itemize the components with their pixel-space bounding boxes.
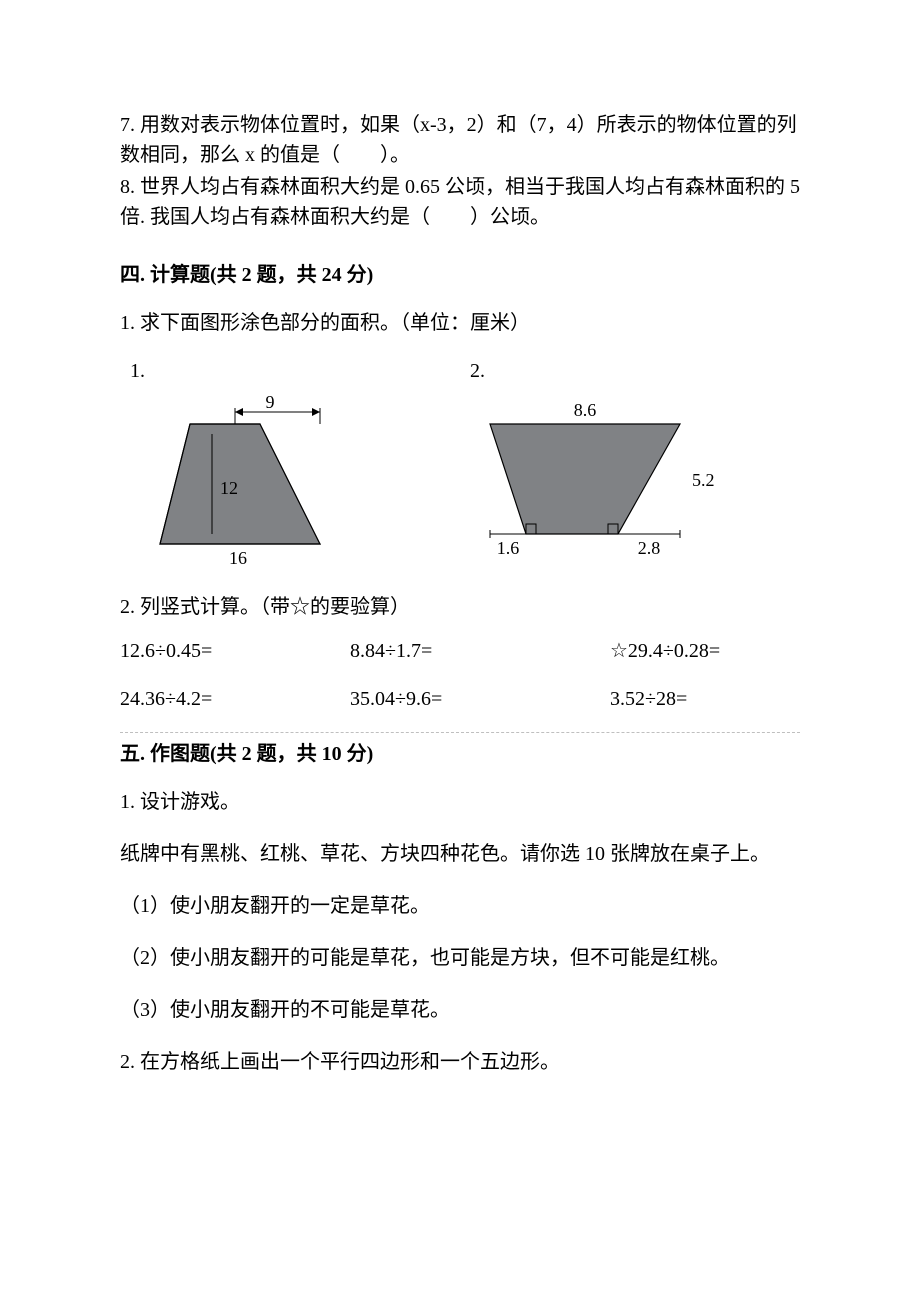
q3-item-7: 7. 用数对表示物体位置时，如果（x-3，2）和（7，4）所表示的物体位置的列数… [120, 110, 800, 170]
fig2-diagram: 1.6 2.8 8.6 5.2 [460, 394, 720, 564]
section-5-heading: 五. 作图题(共 2 题，共 10 分) [120, 739, 800, 769]
eq-r2-c: 3.52÷28= [610, 684, 810, 714]
s4-q1-figures: 1. 9 12 16 2. [120, 356, 800, 564]
fig1-label: 1. [130, 356, 145, 386]
fig2-bottom-left-label: 1.6 [497, 538, 520, 558]
s5-q1-s3: （3）使小朋友翻开的不可能是草花。 [120, 995, 800, 1025]
fig2-top-label: 8.6 [574, 400, 597, 420]
fig2-label: 2. [470, 356, 485, 386]
fig1-height-label: 12 [220, 478, 238, 498]
dashed-separator [120, 732, 800, 733]
s4-q1-text: 1. 求下面图形涂色部分的面积。（单位：厘米） [120, 308, 800, 338]
fig2-bottom-right-label: 2.8 [638, 538, 661, 558]
eq-r1-c: ☆29.4÷0.28= [610, 636, 810, 666]
eq-r2-b: 35.04÷9.6= [350, 684, 610, 714]
fig2-shaded-trapezoid [490, 424, 680, 534]
eq-r2-a: 24.36÷4.2= [120, 684, 350, 714]
s5-q1-desc: 纸牌中有黑桃、红桃、草花、方块四种花色。请你选 10 张牌放在桌子上。 [120, 839, 800, 869]
fig1-bottom-label: 16 [229, 548, 247, 564]
s5-q1-s2: （2）使小朋友翻开的可能是草花，也可能是方块，但不可能是红桃。 [120, 943, 800, 973]
fig1-diagram: 9 12 16 [120, 394, 340, 564]
fig1-top-label: 9 [266, 394, 275, 412]
s4-q2-row2: 24.36÷4.2= 35.04÷9.6= 3.52÷28= [120, 684, 800, 714]
s4-q2-text: 2. 列竖式计算。（带☆的要验算） [120, 592, 800, 622]
q3-item-8: 8. 世界人均占有森林面积大约是 0.65 公顷，相当于我国人均占有森林面积的 … [120, 172, 800, 232]
fig2-right-label: 5.2 [692, 470, 715, 490]
s4-q2-row1: 12.6÷0.45= 8.84÷1.7= ☆29.4÷0.28= [120, 636, 800, 666]
s5-q1-text: 1. 设计游戏。 [120, 787, 800, 817]
eq-r1-b: 8.84÷1.7= [350, 636, 610, 666]
eq-r1-a: 12.6÷0.45= [120, 636, 350, 666]
s5-q2-text: 2. 在方格纸上画出一个平行四边形和一个五边形。 [120, 1047, 800, 1077]
section-4-heading: 四. 计算题(共 2 题，共 24 分) [120, 260, 800, 290]
s5-q1-s1: （1）使小朋友翻开的一定是草花。 [120, 891, 800, 921]
